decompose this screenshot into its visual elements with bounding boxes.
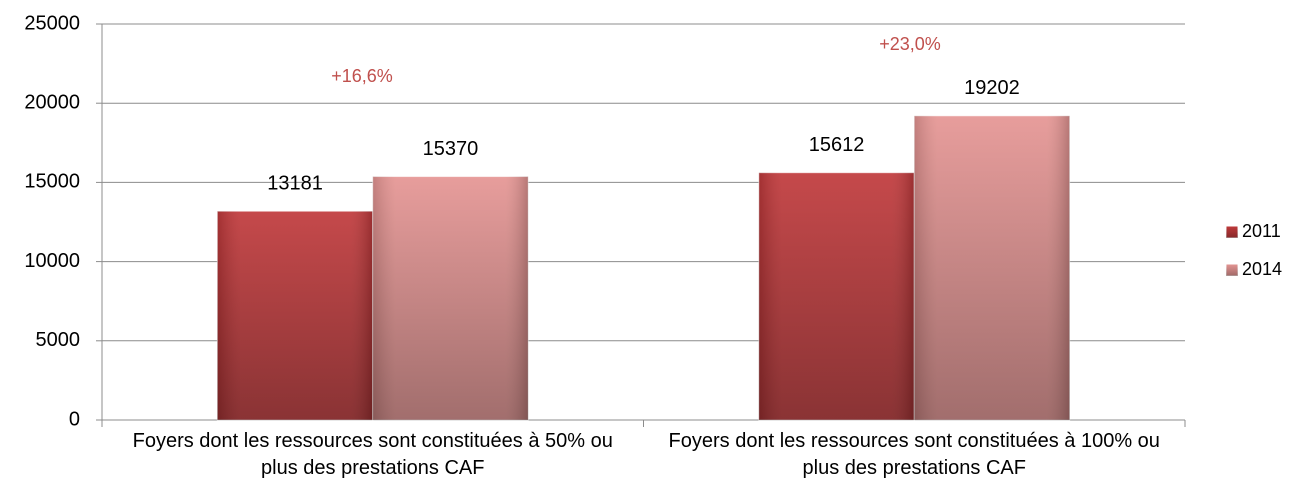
legend-swatch-shade [1226,264,1238,276]
y-tick-label: 15000 [24,171,80,193]
legend-label: 2014 [1242,259,1282,279]
x-tick-label: Foyers dont les ressources sont constitu… [668,430,1160,479]
y-tick-label: 20000 [24,91,80,113]
value-label: 19202 [964,77,1020,99]
legend-label: 2011 [1242,221,1281,241]
bar [758,172,915,421]
legend-swatch-shade [1226,226,1238,238]
bar [372,176,529,421]
y-tick-label: 5000 [36,329,81,351]
x-tick-label: Foyers dont les ressources sont constitu… [132,430,613,479]
y-tick-label: 0 [69,408,80,430]
bar [913,115,1071,421]
annotation: +16,6% [331,66,393,86]
y-tick-label: 10000 [24,250,80,272]
annotation: +23,0% [879,34,941,54]
bar [216,210,374,421]
y-tick-label: 25000 [24,12,80,34]
value-label: 15370 [423,138,479,160]
value-label: 15612 [809,134,865,156]
value-label: 13181 [267,172,323,194]
